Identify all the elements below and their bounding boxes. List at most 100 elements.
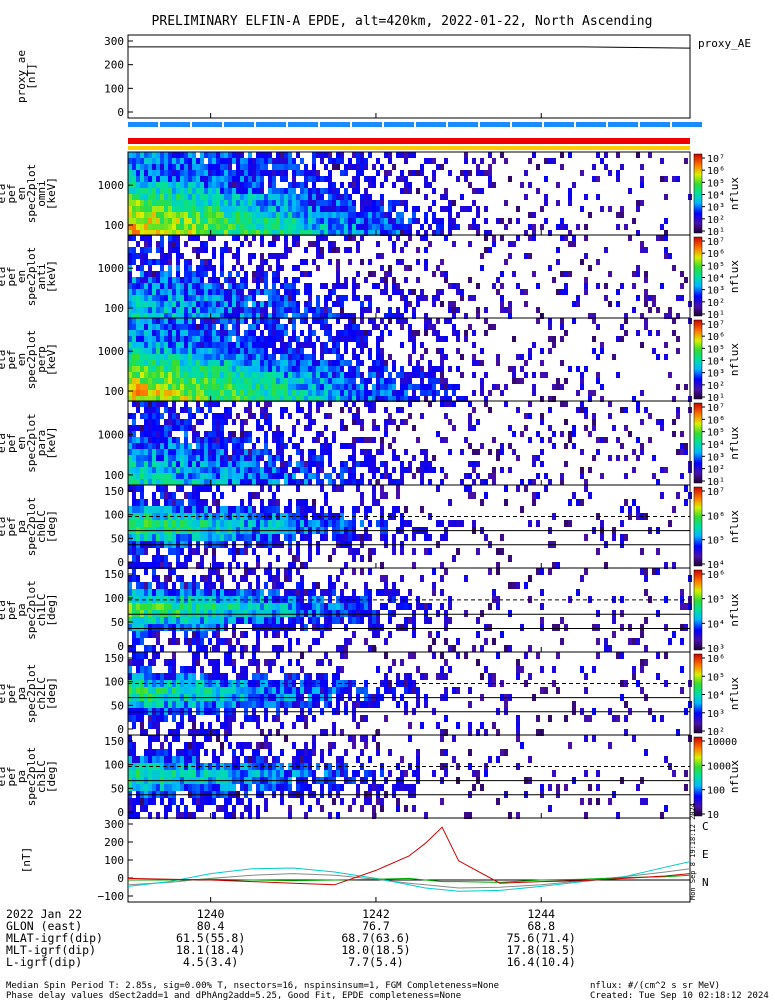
- spectrogram-cell: [252, 235, 256, 241]
- spectrogram-cell: [236, 164, 240, 170]
- spectrogram-cell: [204, 259, 208, 265]
- spectrogram-cell: [404, 396, 408, 402]
- spectrogram-cell: [320, 443, 324, 449]
- spectrogram-cell: [304, 342, 308, 348]
- spectrogram-cell: [208, 390, 212, 396]
- spectrogram-cell: [168, 499, 172, 506]
- spectrogram-cell: [148, 467, 152, 473]
- spectrogram-cell: [436, 378, 440, 384]
- spectrogram-cell: [348, 313, 352, 319]
- spectrogram-cell: [392, 360, 396, 366]
- spectrogram-cell: [356, 247, 360, 253]
- spectrogram-cell: [488, 473, 492, 479]
- spectrogram-cell: [444, 384, 448, 390]
- spectrogram-cell: [416, 259, 420, 265]
- spectrogram-cell: [268, 372, 272, 378]
- spectrogram-cell: [188, 396, 192, 402]
- spectrogram-cell: [372, 492, 376, 499]
- panel-5-ylabel: ela: [0, 517, 8, 537]
- spectrogram-cell: [448, 318, 452, 324]
- spectrogram-cell: [220, 271, 224, 277]
- spectrogram-cell: [176, 624, 180, 631]
- spectrogram-cell: [272, 289, 276, 295]
- spectrogram-cell: [344, 624, 348, 631]
- spectrogram-cell: [572, 301, 576, 307]
- spectrogram-cell: [324, 348, 328, 354]
- spectrogram-cell: [308, 467, 312, 473]
- spectrogram-cell: [592, 390, 596, 396]
- spectrogram-cell: [184, 492, 188, 499]
- spectrogram-cell: [300, 354, 304, 360]
- spectrogram-cell: [220, 562, 224, 569]
- spectrogram-cell: [152, 336, 156, 342]
- spectrogram-cell: [320, 384, 324, 390]
- spectrogram-cell: [340, 443, 344, 449]
- spectrogram-cell: [272, 253, 276, 259]
- spectrogram-cell: [500, 449, 504, 455]
- spectrogram-cell: [292, 212, 296, 218]
- spectrogram-cell: [240, 206, 244, 212]
- spectrogram-cell: [316, 396, 320, 402]
- spectrogram-cell: [160, 425, 164, 431]
- spectrogram-cell: [248, 218, 252, 224]
- spectrogram-cell: [140, 617, 144, 624]
- spectrogram-cell: [168, 455, 172, 461]
- spectrogram-cell: [368, 372, 372, 378]
- spectrogram-cell: [280, 449, 284, 455]
- spectrogram-cell: [324, 384, 328, 390]
- colorbar-tick-label: 10¹: [707, 227, 725, 238]
- spectrogram-cell: [524, 413, 528, 419]
- spectrogram-cell: [252, 603, 256, 610]
- spectrogram-cell: [188, 443, 192, 449]
- spectrogram-cell: [184, 200, 188, 206]
- spectrogram-cell: [160, 443, 164, 449]
- spectrogram-cell: [144, 348, 148, 354]
- spectrogram-cell: [184, 241, 188, 247]
- spectrogram-cell: [552, 513, 556, 520]
- spectrogram-cell: [212, 318, 216, 324]
- spectrogram-cell: [172, 164, 176, 170]
- spectrogram-cell: [680, 449, 684, 455]
- spectrogram-cell: [152, 289, 156, 295]
- spectrogram-cell: [652, 455, 656, 461]
- spectrogram-cell: [324, 152, 328, 158]
- spectrogram-cell: [176, 158, 180, 164]
- spectrogram-cell: [212, 158, 216, 164]
- spectrogram-cell: [432, 158, 436, 164]
- spectrogram-cell: [132, 596, 136, 603]
- spectrogram-cell: [340, 467, 344, 473]
- spectrogram-cell: [228, 348, 232, 354]
- spectrogram-cell: [232, 617, 236, 624]
- spectrogram-cell: [324, 330, 328, 336]
- spectrogram-cell: [160, 295, 164, 301]
- spectrogram-cell: [136, 295, 140, 301]
- spectrogram-cell: [256, 624, 260, 631]
- spectrogram-cell: [148, 479, 152, 485]
- spectrogram-cell: [212, 437, 216, 443]
- spectrogram-cell: [540, 419, 544, 425]
- spectrogram-cell: [392, 313, 396, 319]
- spectrogram-cell: [312, 318, 316, 324]
- spectrogram-cell: [144, 152, 148, 158]
- spectrogram-cell: [276, 158, 280, 164]
- panel-4-ylabel: pef: [5, 433, 18, 453]
- spectrogram-cell: [320, 596, 324, 603]
- spectrogram-cell: [148, 562, 152, 569]
- spectrogram-cell: [152, 520, 156, 527]
- spectrogram-cell: [292, 479, 296, 485]
- spectrogram-cell: [176, 259, 180, 265]
- spectrogram-cell: [596, 176, 600, 182]
- spectrogram-cell: [584, 253, 588, 259]
- spectrogram-cell: [332, 617, 336, 624]
- spectrogram-cell: [608, 170, 612, 176]
- spectrogram-cell: [412, 212, 416, 218]
- spectrogram-cell: [308, 548, 312, 555]
- spectrogram-cell: [264, 617, 268, 624]
- spectrogram-cell: [296, 467, 300, 473]
- spectrogram-cell: [344, 235, 348, 241]
- spectrogram-cell: [540, 437, 544, 443]
- spectrogram-cell: [360, 360, 364, 366]
- spectrogram-cell: [296, 610, 300, 617]
- spectrogram-cell: [276, 372, 280, 378]
- spectrogram-cell: [140, 307, 144, 313]
